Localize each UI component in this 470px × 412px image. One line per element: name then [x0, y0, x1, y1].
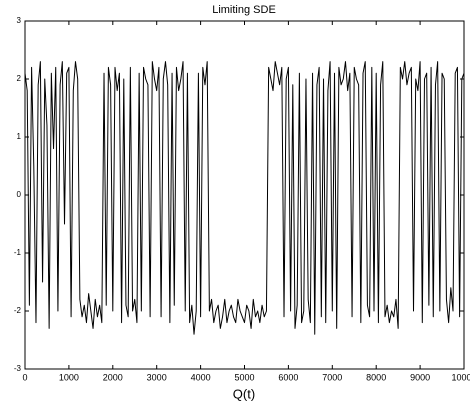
y-tick-label: 0 [17, 190, 22, 199]
x-tick-label: 2000 [103, 372, 123, 382]
x-tick-label: 8000 [366, 372, 386, 382]
chart-title: Limiting SDE [212, 4, 276, 16]
x-tick-label: 0 [22, 372, 27, 382]
data-line [24, 61, 465, 335]
x-tick-label: 6000 [278, 372, 298, 382]
y-tick-label: -1 [14, 248, 22, 257]
x-tick-label: 5000 [234, 372, 254, 382]
x-tick-label: 3000 [147, 372, 167, 382]
x-tick-label: 10000 [451, 372, 470, 382]
x-tick-label: 1000 [59, 372, 79, 382]
x-axis-label: Q(t) [233, 386, 255, 401]
x-tick-label: 4000 [191, 372, 211, 382]
y-tick-label: 3 [17, 16, 22, 25]
y-tick-label: -3 [14, 364, 22, 373]
y-tick-label: -2 [14, 306, 22, 315]
y-tick-label: 1 [17, 132, 22, 141]
x-tick-label: 9000 [410, 372, 430, 382]
x-tick-label: 7000 [322, 372, 342, 382]
y-tick-label: 2 [17, 74, 22, 83]
